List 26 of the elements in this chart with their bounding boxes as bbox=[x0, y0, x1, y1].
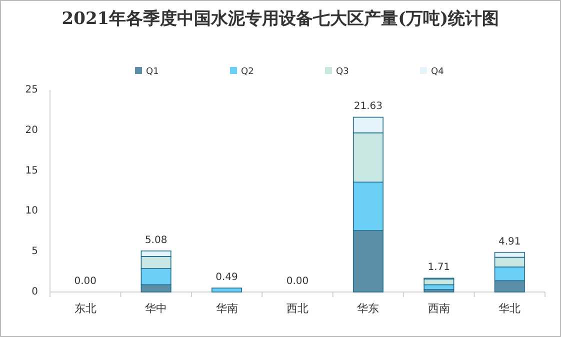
total-label: 21.63 bbox=[354, 101, 383, 112]
x-tick-label: 华北 bbox=[498, 302, 521, 315]
x-tick-label: 华中 bbox=[145, 302, 168, 315]
x-tick-label: 东北 bbox=[74, 302, 96, 315]
bar bbox=[212, 288, 242, 292]
legend-label: Q3 bbox=[336, 67, 349, 77]
total-label: 0.00 bbox=[74, 276, 96, 287]
y-tick-label: 20 bbox=[25, 124, 38, 136]
x-tick-label: 西北 bbox=[286, 302, 308, 315]
x-tick-label: 西南 bbox=[428, 302, 450, 315]
legend-label: Q2 bbox=[241, 67, 254, 77]
y-tick-label: 0 bbox=[32, 286, 38, 298]
chart-title: 2021年各季度中国水泥专用设备七大区产量(万吨)统计图 bbox=[62, 9, 500, 29]
y-tick-label: 10 bbox=[25, 206, 38, 217]
y-tick-label: 15 bbox=[25, 165, 38, 176]
y-tick-label: 5 bbox=[32, 246, 38, 258]
total-label: 1.71 bbox=[428, 262, 450, 274]
x-tick-label: 华东 bbox=[357, 302, 380, 315]
x-tick-label: 华南 bbox=[216, 302, 238, 315]
total-label: 0.49 bbox=[216, 272, 238, 284]
total-label: 0.00 bbox=[286, 276, 309, 287]
y-tick-label: 25 bbox=[25, 84, 38, 96]
legend-label: Q4 bbox=[431, 67, 444, 77]
total-label: 5.08 bbox=[144, 234, 168, 246]
legend-label: Q1 bbox=[146, 67, 159, 77]
total-label: 4.91 bbox=[498, 236, 521, 248]
